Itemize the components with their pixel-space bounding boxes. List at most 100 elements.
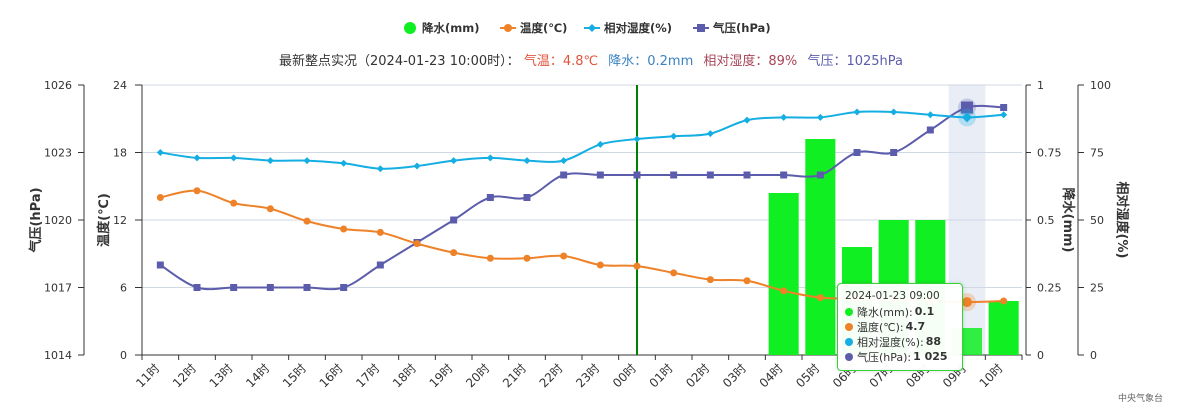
- subtitle-pressure: 气压：1025hPa: [807, 53, 903, 69]
- pressure-point: [303, 284, 311, 291]
- temp-point: [633, 262, 641, 270]
- legend-circle-icon: [504, 24, 512, 32]
- temp-point: [670, 269, 678, 277]
- temp-point: [780, 287, 788, 295]
- humidity-point: [156, 149, 164, 156]
- pressure-point: [853, 149, 861, 156]
- x-tick-label: 15时: [280, 361, 309, 390]
- x-tick-label: 17时: [353, 361, 382, 390]
- pressure-point: [780, 171, 788, 179]
- tooltip-row-value: 88: [925, 335, 942, 348]
- legend-square-icon: [697, 24, 705, 32]
- legend-item-0[interactable]: 降水(mm): [404, 21, 479, 35]
- humidity-point: [376, 165, 384, 173]
- pressure-point: [450, 216, 458, 224]
- tooltip-row-value: 0.1: [914, 305, 935, 318]
- humidity-point: [303, 157, 311, 165]
- humidity-point: [560, 157, 568, 165]
- x-tick-label: 00时: [610, 361, 639, 390]
- legend-item-3[interactable]: 气压(hPa): [693, 21, 771, 35]
- pressure-point: [926, 126, 934, 134]
- subtitle-precip: 降水：0.2mm: [608, 54, 693, 69]
- humidity-tick-label: 100: [1090, 79, 1111, 92]
- temp-point: [560, 252, 568, 260]
- humidity-point: [413, 162, 421, 170]
- pressure-point: [596, 171, 604, 179]
- pressure-point: [340, 284, 348, 291]
- x-tick-label: 21时: [500, 361, 529, 390]
- pressure-point: [230, 284, 238, 291]
- temp-point: [962, 297, 972, 308]
- pressure-point: [560, 171, 568, 179]
- temp-tick-label: 18: [113, 147, 127, 160]
- pressure-point: [523, 194, 531, 201]
- tooltip-row-label: 温度(℃):: [857, 320, 904, 334]
- pressure-tick-label: 1014: [44, 349, 72, 362]
- humidity-point: [853, 108, 861, 116]
- pressure-point: [670, 171, 678, 179]
- temp-axis-title: 温度(℃): [96, 193, 112, 247]
- legend-label: 降水(mm): [422, 21, 479, 35]
- pressure-point: [706, 171, 714, 179]
- x-tick-label: 22时: [537, 361, 566, 390]
- legend-item-2[interactable]: 相对湿度(%): [584, 21, 672, 35]
- tooltip-dot-icon: [845, 352, 853, 361]
- x-tick-label: 11时: [133, 361, 162, 390]
- pressure-tick-label: 1026: [44, 79, 72, 92]
- precip-tick-label: 0.25: [1037, 282, 1062, 295]
- temp-point: [413, 240, 421, 248]
- humidity-point: [926, 111, 934, 119]
- humidity-tick-label: 75: [1090, 147, 1104, 160]
- pressure-point: [486, 194, 494, 201]
- pressure-point: [961, 101, 973, 114]
- chart-subtitle: 最新整点实况（2024-01-23 10:00时）： 气温：4.8℃ 降水：0.…: [279, 53, 903, 69]
- precip-tick-label: 1: [1037, 79, 1044, 92]
- legend-item-1[interactable]: 温度(℃): [500, 21, 567, 35]
- temp-point: [486, 254, 494, 262]
- temp-tick-label: 12: [113, 214, 127, 227]
- humidity-point: [193, 154, 201, 162]
- pressure-point: [743, 171, 751, 179]
- pressure-point: [156, 261, 164, 269]
- subtitle-humidity: 相对湿度：89%: [703, 53, 797, 69]
- humidity-line: [160, 110, 1004, 170]
- precip-bar: [988, 301, 1019, 355]
- humidity-tick-label: 0: [1090, 349, 1097, 362]
- temp-point: [523, 254, 531, 262]
- pressure-tick-label: 1017: [44, 282, 72, 295]
- x-tick-label: 14时: [243, 361, 272, 390]
- data-tooltip: 2024-01-23 09:00 降水(mm): 0.1 温度(℃): 4.7 相对湿度…: [837, 283, 963, 371]
- temp-point: [303, 217, 311, 225]
- humidity-tick-label: 50: [1090, 214, 1104, 227]
- x-tick-label: 19时: [427, 361, 456, 390]
- pressure-point: [633, 171, 641, 179]
- legend-label: 相对湿度(%): [604, 21, 672, 35]
- x-tick-label: 12时: [170, 361, 199, 390]
- temp-point: [816, 294, 824, 302]
- temp-tick-label: 6: [120, 282, 127, 295]
- temp-point: [596, 261, 604, 269]
- temp-point: [743, 277, 751, 285]
- tooltip-row: 降水(mm): 0.1: [845, 304, 955, 319]
- tooltip-dot-icon: [845, 337, 853, 346]
- tooltip-row: 气压(hPa): 1 025: [845, 349, 955, 364]
- tooltip-rows: 降水(mm): 0.1 温度(℃): 4.7 相对湿度(%): 88 气压(hPa): 1 0…: [845, 304, 955, 364]
- precip-tick-label: 0: [1037, 349, 1044, 362]
- legend-label: 气压(hPa): [712, 21, 771, 35]
- x-tick-label: 23时: [573, 361, 602, 390]
- x-tick-label: 13时: [207, 361, 236, 390]
- x-tick-label: 05时: [793, 361, 822, 390]
- pressure-point: [266, 284, 274, 291]
- precip-tick-label: 0.75: [1037, 147, 1062, 160]
- humidity-axis-title: 相对湿度(%): [1114, 182, 1130, 259]
- humidity-point: [816, 113, 824, 121]
- humidity-point: [670, 132, 678, 140]
- humidity-point: [743, 116, 751, 124]
- precip-axis-title: 降水(mm): [1060, 188, 1076, 253]
- humidity-point: [450, 157, 458, 165]
- tooltip-dot-icon: [845, 322, 853, 331]
- humidity-point: [962, 112, 972, 123]
- tooltip-row-label: 降水(mm):: [857, 305, 913, 319]
- temp-point: [376, 228, 384, 236]
